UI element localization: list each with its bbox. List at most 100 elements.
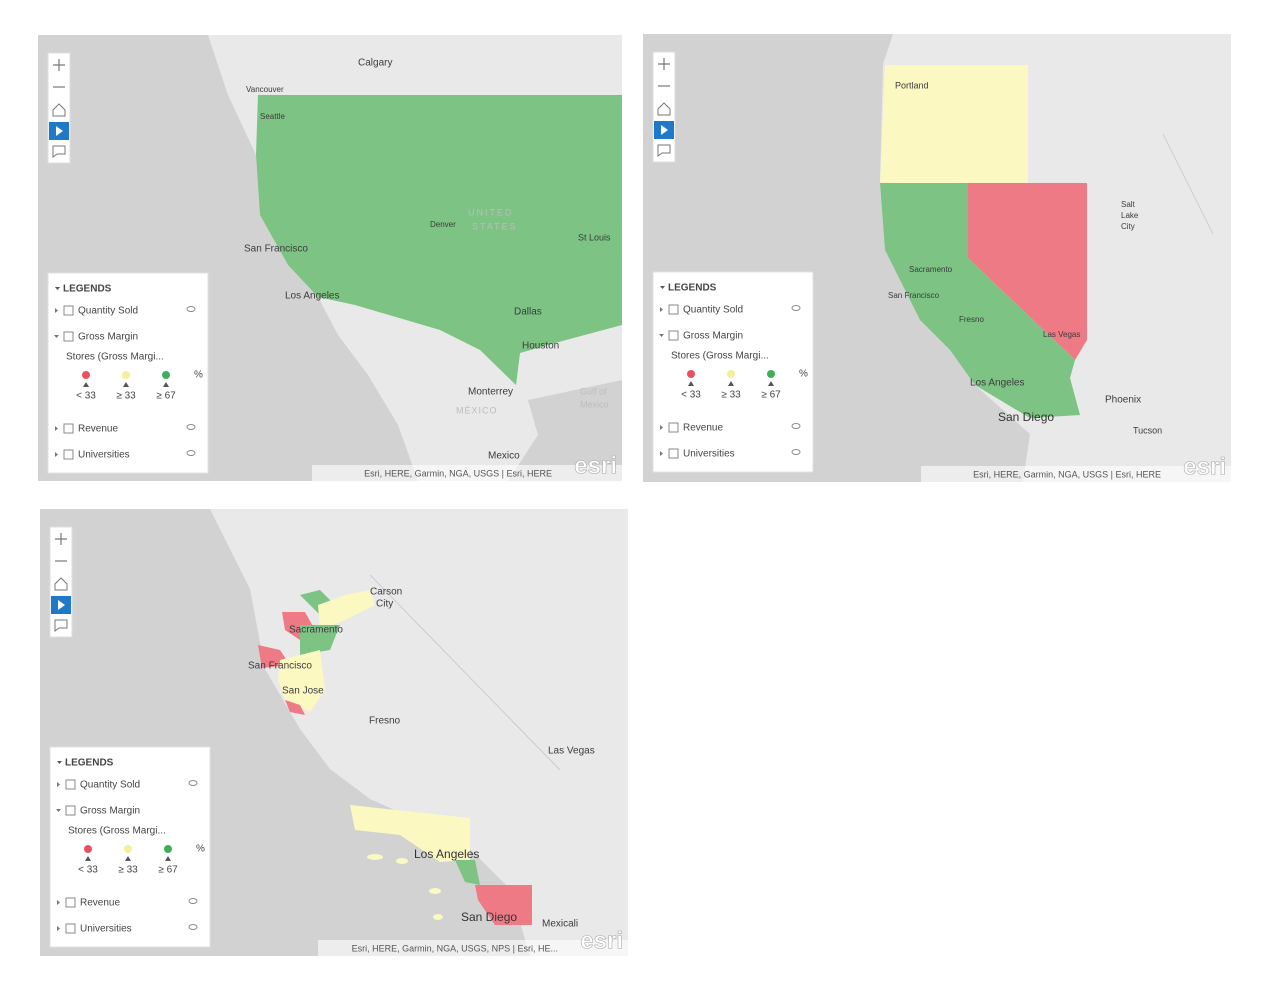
sublayer-name: Stores (Gross Margi...: [671, 351, 769, 362]
select-icon: [58, 600, 65, 610]
layer-name[interactable]: Revenue: [683, 423, 723, 434]
collapse-icon[interactable]: [54, 335, 59, 338]
class-swatch: [164, 845, 172, 853]
attribution: Esri, HERE, Garmin, NGA, USGS | Esri, HE…: [364, 468, 552, 478]
class-pointer: [163, 382, 169, 387]
class-pointer: [728, 381, 734, 386]
visibility-toggle[interactable]: [186, 450, 196, 456]
layer-name[interactable]: Universities: [78, 450, 130, 461]
expand-icon[interactable]: [55, 452, 58, 457]
layer-name[interactable]: Gross Margin: [683, 331, 743, 342]
class-label: ≥ 67: [761, 390, 781, 401]
visibility-toggle[interactable]: [186, 306, 196, 312]
visibility-toggle[interactable]: [791, 305, 801, 311]
legend-title: LEGENDS: [63, 284, 112, 295]
map-panel[interactable]: Portland Salt Lake City Sacramento San F…: [643, 34, 1231, 482]
class-swatch: [162, 371, 170, 379]
class-pointer: [125, 856, 131, 861]
layer-icon: [668, 304, 679, 315]
expand-icon[interactable]: [57, 782, 60, 787]
layer-name[interactable]: Quantity Sold: [683, 305, 743, 316]
class-label: ≥ 67: [158, 865, 178, 876]
island: [367, 854, 383, 860]
collapse-icon[interactable]: [57, 761, 62, 764]
esri-logo: esri: [580, 927, 623, 954]
place-label: Las Vegas: [1043, 330, 1080, 339]
collapse-icon[interactable]: [659, 334, 664, 337]
layer-icon: [63, 449, 74, 460]
place-label: San Diego: [998, 410, 1054, 424]
expand-icon[interactable]: [55, 308, 58, 313]
visibility-toggle[interactable]: [188, 780, 198, 786]
place-label: San Francisco: [244, 244, 308, 255]
class-pointer: [768, 381, 774, 386]
layer-icon: [65, 779, 76, 790]
class-swatch: [687, 370, 695, 378]
expand-icon[interactable]: [57, 900, 60, 905]
bookmark-button[interactable]: [54, 619, 68, 632]
class-label: ≥ 67: [156, 391, 176, 402]
layer-name[interactable]: Gross Margin: [80, 806, 140, 817]
bookmark-button[interactable]: [52, 145, 66, 158]
place-label: St Louis: [578, 232, 611, 242]
layer-icon: [668, 448, 679, 459]
collapse-icon[interactable]: [55, 287, 60, 290]
layer-icon: [65, 805, 76, 816]
region: [880, 65, 1028, 183]
region: [318, 590, 375, 630]
collapse-icon[interactable]: [56, 809, 61, 812]
layer-name[interactable]: Universities: [80, 924, 132, 935]
place-label: Monterrey: [468, 387, 513, 398]
place-label: Los Angeles: [285, 291, 340, 302]
select-icon: [661, 125, 668, 135]
unit-label: %: [196, 844, 205, 855]
layer-name[interactable]: Gross Margin: [78, 332, 138, 343]
zoom-in-button[interactable]: [55, 533, 67, 545]
class-swatch: [124, 845, 132, 853]
unit-label: %: [799, 369, 808, 380]
class-swatch: [767, 370, 775, 378]
layer-name[interactable]: Revenue: [78, 424, 118, 435]
layer-name[interactable]: Quantity Sold: [80, 780, 140, 791]
expand-icon[interactable]: [57, 926, 60, 931]
map-panel[interactable]: Carson City Sacramento San Francisco San…: [40, 509, 628, 956]
zoom-in-button[interactable]: [658, 58, 670, 70]
class-swatch: [727, 370, 735, 378]
legend-title: LEGENDS: [65, 758, 114, 769]
place-label: Tucson: [1133, 425, 1162, 435]
class-pointer: [165, 856, 171, 861]
bookmark-button[interactable]: [657, 144, 671, 157]
map-panel[interactable]: Calgary Vancouver Seattle UNITED STATES …: [38, 35, 622, 481]
visibility-toggle[interactable]: [188, 898, 198, 904]
visibility-toggle[interactable]: [791, 423, 801, 429]
expand-icon[interactable]: [660, 425, 663, 430]
visibility-toggle[interactable]: [186, 424, 196, 430]
layer-name[interactable]: Revenue: [80, 898, 120, 909]
expand-icon[interactable]: [660, 307, 663, 312]
class-label: ≥ 33: [116, 391, 136, 402]
visibility-toggle[interactable]: [791, 449, 801, 455]
home-button[interactable]: [52, 103, 66, 117]
expand-icon[interactable]: [660, 451, 663, 456]
place-label: Dallas: [514, 307, 542, 318]
layer-name[interactable]: Universities: [683, 449, 735, 460]
visibility-toggle[interactable]: [188, 924, 198, 930]
region: [455, 860, 480, 885]
region: [278, 650, 325, 712]
zoom-in-button[interactable]: [53, 59, 65, 71]
class-swatch: [84, 845, 92, 853]
place-label: UNITED: [468, 207, 514, 217]
place-label: Fresno: [959, 315, 984, 324]
home-button[interactable]: [657, 102, 671, 116]
place-label: Carson: [370, 587, 402, 598]
home-button[interactable]: [54, 577, 68, 591]
class-swatch: [122, 371, 130, 379]
place-label: Lake: [1121, 211, 1139, 220]
attribution-bar: [921, 466, 1231, 482]
expand-icon[interactable]: [55, 426, 58, 431]
island: [396, 858, 408, 864]
layer-name[interactable]: Quantity Sold: [78, 306, 138, 317]
region: [475, 885, 532, 925]
class-pointer: [85, 856, 91, 861]
collapse-icon[interactable]: [660, 286, 665, 289]
